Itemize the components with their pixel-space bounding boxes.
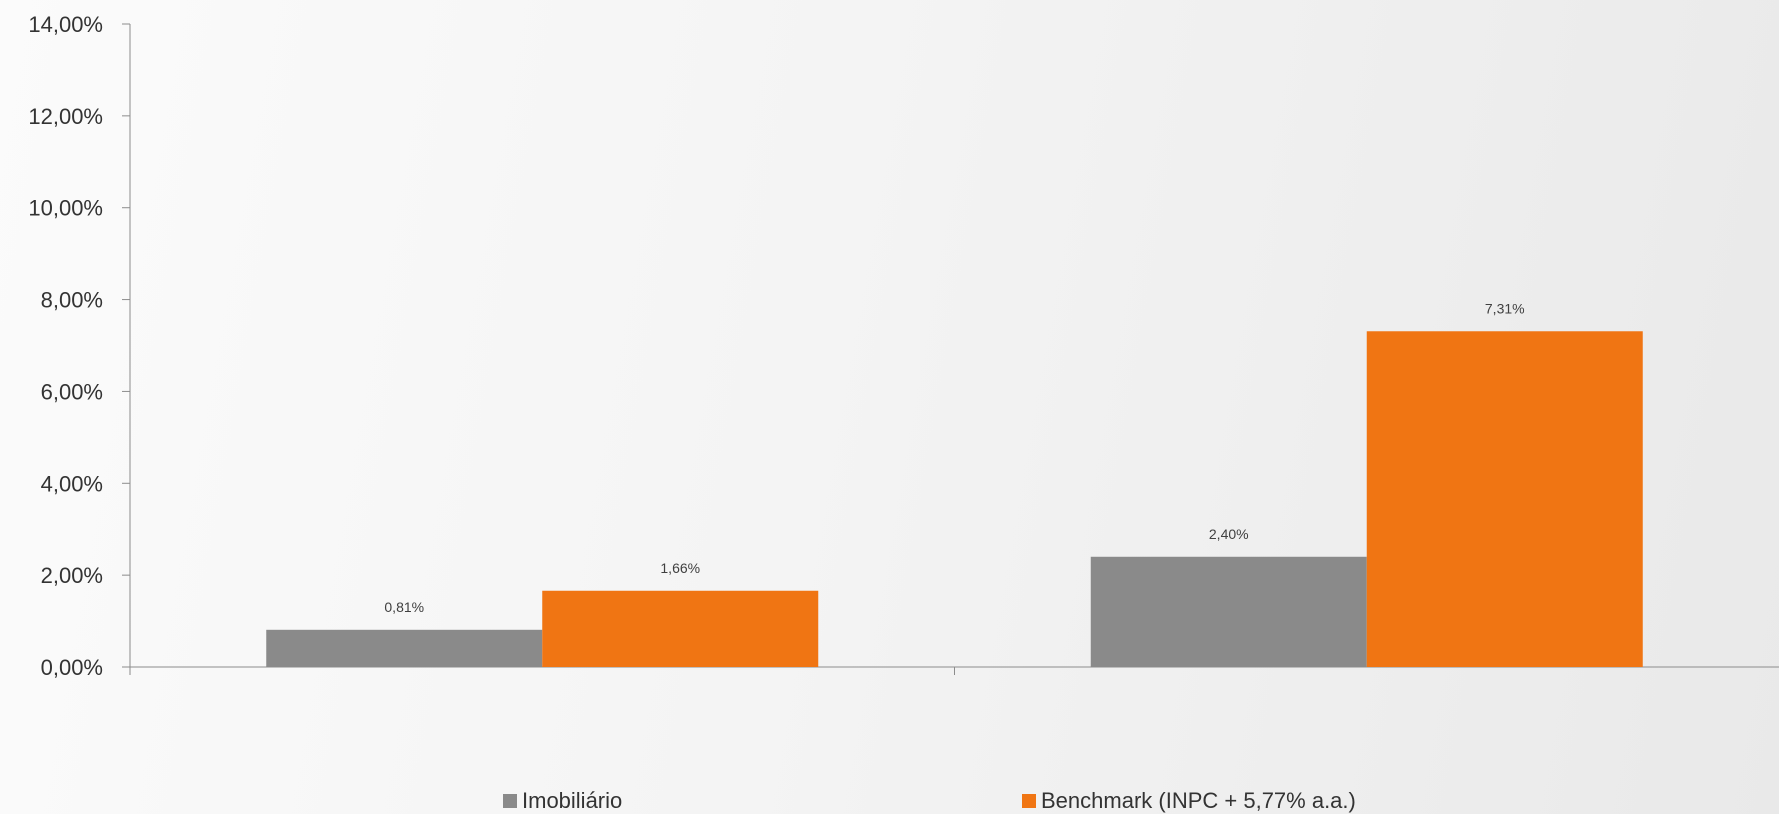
y-tick-label: 12,00% <box>28 104 103 129</box>
legend-swatch-benchmark <box>1022 794 1036 808</box>
y-tick-label: 4,00% <box>41 471 103 496</box>
chart-bars <box>266 331 1643 667</box>
data-label-imobiliario-1: 0,81% <box>384 599 424 615</box>
y-tick-label: 10,00% <box>28 196 103 221</box>
chart-legend: Imobiliário Benchmark (INPC + 5,77% a.a.… <box>0 788 1779 814</box>
y-tick-label: 14,00% <box>28 12 103 37</box>
legend-swatch-imobiliario <box>503 794 517 808</box>
bar-imobiliario-1 <box>266 629 543 667</box>
y-tick-label: 6,00% <box>41 379 103 404</box>
bar-benchmark-1 <box>542 590 819 667</box>
bar-chart: 0,00% 2,00% 4,00% 6,00% 8,00% 10,00% 12,00% 14,… <box>28 12 1779 680</box>
chart-data-labels: 0,81% 1,66% 2,40% 7,31% <box>384 300 1524 615</box>
bar-benchmark-2 <box>1366 331 1643 667</box>
y-tick-label: 0,00% <box>41 655 103 680</box>
legend-item-imobiliario: Imobiliário <box>503 788 622 814</box>
bar-imobiliario-2 <box>1090 556 1367 667</box>
data-label-benchmark-2: 7,31% <box>1485 300 1525 316</box>
y-tick-label: 8,00% <box>41 288 103 313</box>
legend-label-benchmark: Benchmark (INPC + 5,77% a.a.) <box>1041 788 1356 813</box>
data-label-imobiliario-2: 2,40% <box>1209 526 1249 542</box>
legend-label-imobiliario: Imobiliário <box>522 788 623 813</box>
chart-axes: 0,00% 2,00% 4,00% 6,00% 8,00% 10,00% 12,00% 14,… <box>28 12 1779 680</box>
y-tick-label: 2,00% <box>41 563 103 588</box>
data-label-benchmark-1: 1,66% <box>660 560 700 576</box>
legend-item-benchmark: Benchmark (INPC + 5,77% a.a.) <box>1022 788 1356 814</box>
